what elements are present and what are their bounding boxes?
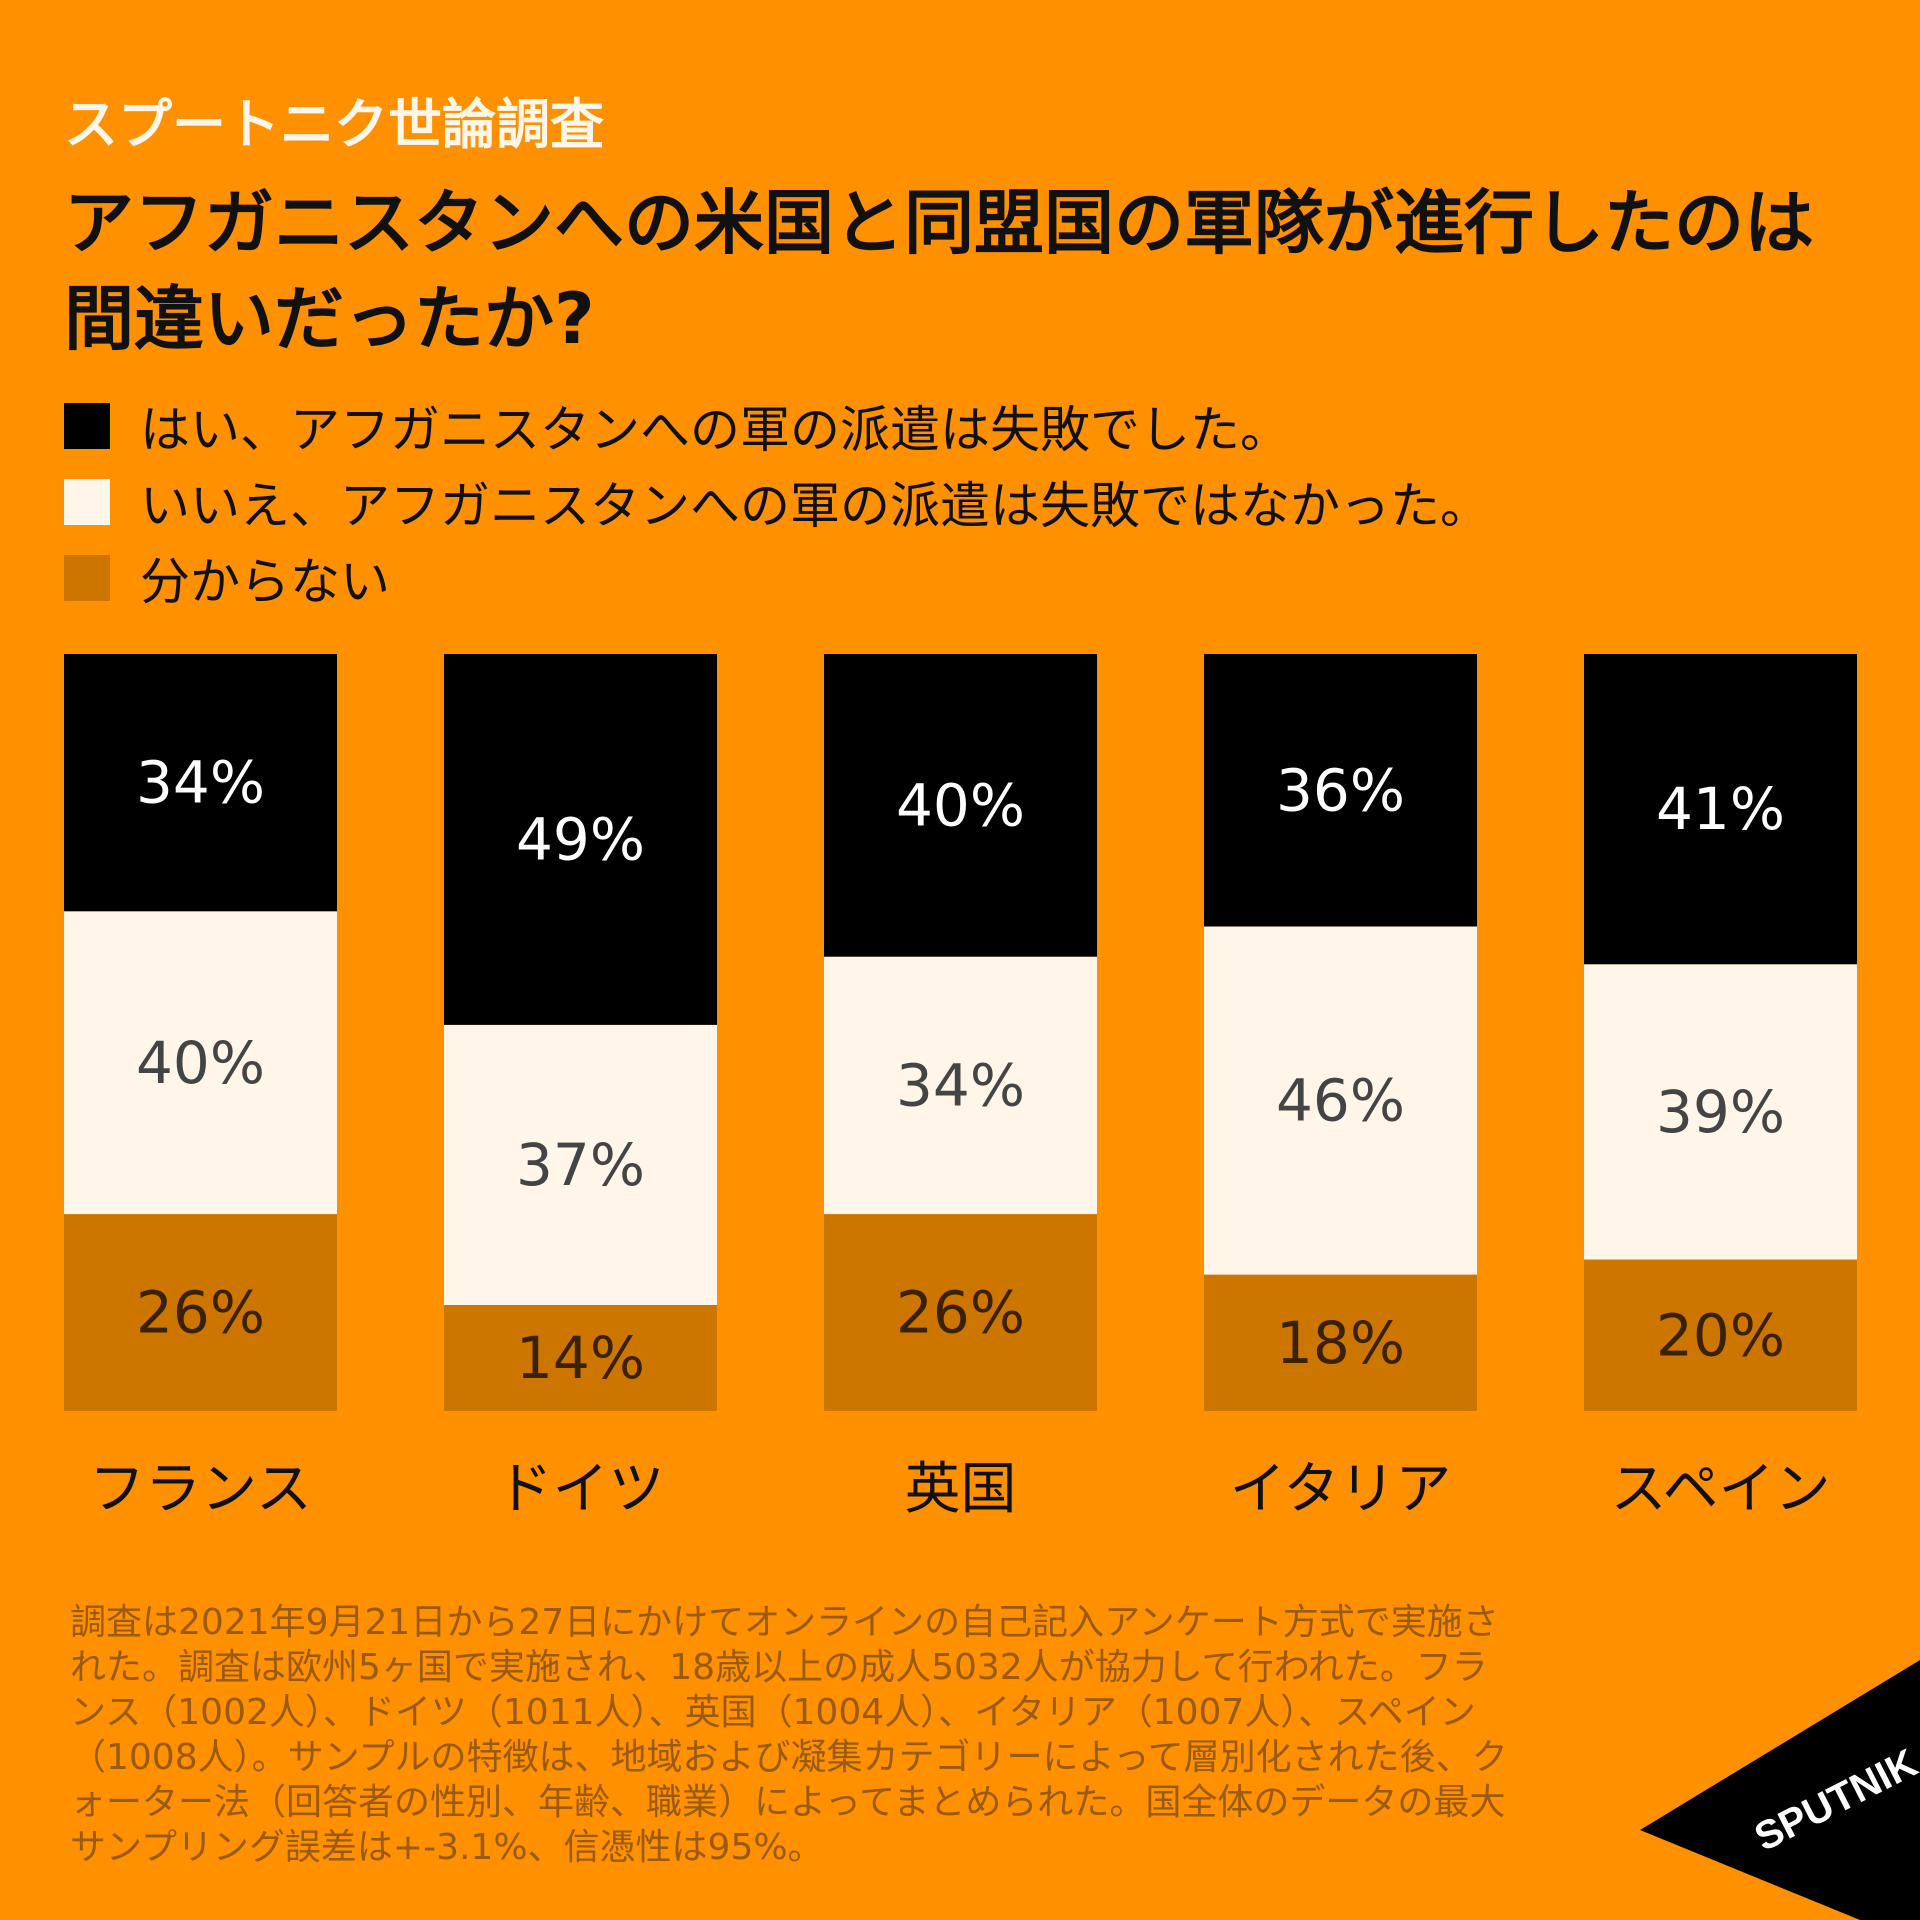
- sputnik-logo: SPUTNIK: [1640, 1660, 1920, 1920]
- data-label: 26%: [136, 1279, 265, 1347]
- footnote: 調査は2021年9月21日から27日にかけてオンラインの自己記入アンケート方式で…: [70, 1602, 1508, 1868]
- data-label: 41%: [1656, 775, 1785, 843]
- bar-segment-unknown: [64, 1214, 337, 1411]
- data-label: 40%: [136, 1029, 265, 1097]
- bar-segment-yes: [824, 654, 1097, 957]
- bar-segment-no: [64, 911, 337, 1215]
- legend-label-unknown: 分からない: [140, 553, 390, 611]
- logo-background: [1640, 1660, 1920, 1920]
- legend-item-yes: はい、アフガニスタンへの軍の派遣は失敗でした。: [64, 388, 1490, 464]
- category-label: フランス: [89, 1457, 312, 1522]
- data-label: 36%: [1276, 756, 1405, 824]
- bar-segment-unknown: [1204, 1274, 1477, 1411]
- bar-segment-unknown: [824, 1214, 1097, 1411]
- bar-segment-no: [1204, 926, 1477, 1275]
- bar-segment-no: [444, 1024, 717, 1306]
- data-label: 37%: [516, 1131, 645, 1199]
- data-label: 40%: [896, 771, 1025, 839]
- bar-segment-yes: [64, 654, 337, 912]
- legend-item-unknown: 分からない: [64, 540, 1490, 616]
- stacked-bar-chart: 34% 40% 26% フランス 49% 37% 14% ドイツ 40% 34% 26% 英国 36% 4…: [64, 654, 1857, 1522]
- category-label: ドイツ: [497, 1457, 665, 1522]
- bar-segment-no: [824, 956, 1097, 1215]
- legend-swatch-no: [64, 479, 110, 525]
- legend-label-yes: はい、アフガニスタンへの軍の派遣は失敗でした。: [140, 401, 1290, 459]
- data-label: 34%: [896, 1051, 1025, 1119]
- legend-swatch-yes: [64, 403, 110, 449]
- category-label: 英国: [905, 1457, 1017, 1522]
- bar-segment-unknown: [1584, 1259, 1857, 1411]
- category-label: イタリア: [1230, 1457, 1452, 1522]
- brand-heading: スプートニク世論調査: [64, 93, 604, 156]
- legend-label-no: いいえ、アフガニスタンへの軍の派遣は失敗ではなかった。: [140, 477, 1490, 535]
- bar-segment-yes: [444, 654, 717, 1025]
- data-label: 20%: [1656, 1301, 1785, 1369]
- bar-segment-no: [1584, 964, 1857, 1260]
- data-label: 34%: [136, 749, 265, 817]
- legend: はい、アフガニスタンへの軍の派遣は失敗でした。 いいえ、アフガニスタンへの軍の派…: [64, 388, 1490, 616]
- legend-swatch-unknown: [64, 555, 110, 601]
- data-label: 18%: [1276, 1309, 1405, 1377]
- bar-segment-unknown: [444, 1305, 717, 1411]
- bar-segment-yes: [1584, 654, 1857, 965]
- data-label: 46%: [1276, 1067, 1405, 1135]
- data-label: 49%: [516, 805, 645, 873]
- data-label: 39%: [1656, 1078, 1785, 1146]
- category-label: スペイン: [1610, 1457, 1830, 1522]
- legend-item-no: いいえ、アフガニスタンへの軍の派遣は失敗ではなかった。: [64, 464, 1490, 540]
- data-label: 26%: [896, 1279, 1025, 1347]
- data-label: 14%: [516, 1324, 645, 1392]
- chart-title: アフガニスタンへの米国と同盟国の軍隊が進行したのは間違いだったか?: [64, 182, 1814, 360]
- bar-segment-yes: [1204, 654, 1477, 927]
